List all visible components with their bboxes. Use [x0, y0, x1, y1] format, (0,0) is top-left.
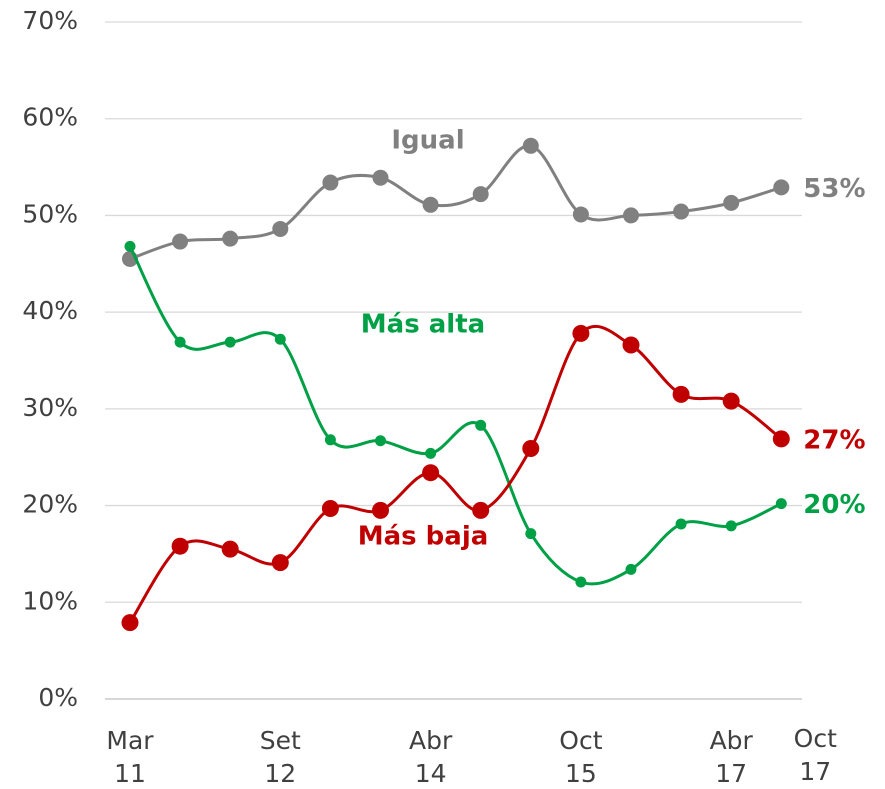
point — [274, 333, 286, 345]
series-name: Más baja — [358, 522, 489, 552]
point — [472, 501, 490, 519]
x-tick-line: Oct — [559, 726, 602, 755]
x-tick-line: 12 — [264, 759, 296, 788]
point — [271, 554, 289, 572]
point — [475, 419, 487, 431]
point — [171, 537, 189, 555]
point — [375, 435, 386, 447]
point — [672, 385, 690, 403]
point — [222, 230, 239, 247]
end-label: 53% — [803, 174, 865, 204]
x-tick-line: Mar — [106, 726, 154, 755]
x-tick-label: Set 12 — [260, 726, 301, 788]
x-tick-line: 17 — [799, 757, 831, 786]
point — [522, 440, 540, 458]
point — [772, 430, 790, 448]
point — [572, 324, 590, 342]
end-label: 20% — [803, 490, 865, 520]
point — [272, 220, 289, 237]
point — [372, 169, 389, 186]
point — [623, 207, 639, 224]
series-line — [129, 144, 782, 261]
x-tick-label: Mar 11 — [106, 726, 154, 788]
point — [522, 137, 539, 154]
x-tick-line: 17 — [715, 759, 747, 788]
point — [221, 540, 239, 558]
point — [575, 576, 587, 588]
point — [425, 447, 437, 459]
point — [472, 186, 489, 203]
y-tick-label: 50% — [22, 199, 78, 228]
x-tick-line: 15 — [565, 759, 597, 788]
point — [725, 520, 737, 532]
point — [124, 240, 136, 252]
end-label: 27% — [803, 425, 865, 455]
point — [775, 498, 787, 510]
point — [675, 518, 687, 530]
x-tick-label: Abr 17 — [710, 726, 754, 788]
point — [422, 196, 439, 213]
x-tick-line: Abr — [710, 726, 754, 755]
series-name: Más alta — [361, 310, 485, 340]
point — [324, 434, 336, 446]
point — [422, 464, 440, 482]
x-tick-line: Set — [260, 726, 301, 755]
x-tick-line: Abr — [409, 726, 453, 755]
x-tick-label: Oct 15 — [559, 726, 602, 788]
point — [625, 563, 637, 575]
y-tick-label: 60% — [22, 103, 78, 132]
point — [722, 392, 740, 410]
x-tick-line: 14 — [415, 759, 447, 788]
point — [723, 194, 740, 211]
point — [224, 336, 236, 348]
point — [372, 501, 389, 519]
x-tick-line: Oct — [794, 724, 837, 753]
y-tick-label: 20% — [22, 490, 78, 519]
point — [622, 336, 640, 354]
x-tick-label: Oct 17 — [794, 724, 837, 786]
x-tick-line: 11 — [114, 759, 146, 788]
point — [322, 174, 339, 191]
point — [673, 203, 690, 220]
y-tick-label: 40% — [22, 296, 78, 325]
y-tick-label: 10% — [22, 586, 78, 615]
series-line — [128, 325, 783, 624]
y-tick-label: 70% — [22, 6, 78, 35]
point — [773, 179, 790, 196]
series-name: Igual — [391, 126, 464, 156]
y-tick-label: 30% — [22, 393, 78, 422]
x-tick-label: Abr 14 — [409, 726, 453, 788]
point — [525, 528, 537, 540]
point — [121, 614, 139, 632]
point — [321, 499, 339, 517]
y-tick-label: 0% — [38, 683, 78, 712]
point — [172, 233, 189, 250]
point — [174, 336, 186, 348]
point — [572, 206, 589, 223]
